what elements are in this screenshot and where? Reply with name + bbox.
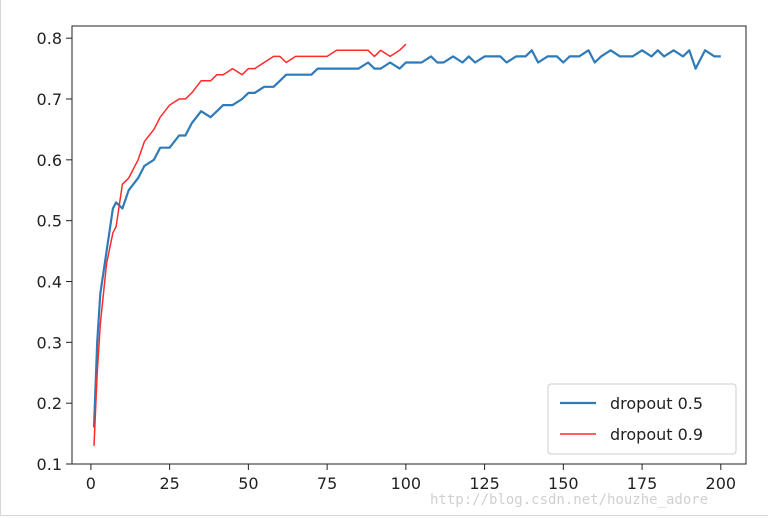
- y-tick-label: 0.5: [37, 212, 62, 231]
- series-line-dropout-0-5: [92, 49, 721, 428]
- y-tick-label: 0.3: [37, 333, 62, 352]
- y-tick-label: 0.2: [37, 394, 62, 413]
- legend-box: [547, 383, 737, 455]
- watermark: http://blog.csdn.net/houzhe_adore: [430, 492, 708, 508]
- y-tick-label: 0.7: [37, 90, 62, 109]
- y-tick-label: 0.1: [37, 455, 62, 474]
- x-tick-label: 175: [627, 474, 658, 493]
- y-axis: 0.1 0.2 0.3 0.4 0.5 0.6 0.7 0.8: [37, 29, 72, 474]
- x-tick-label: 150: [548, 474, 579, 493]
- x-axis: 0 25 50 75 100 125 150 175 200: [86, 464, 736, 493]
- y-tick-label: 0.4: [37, 273, 62, 292]
- x-tick-label: 75: [317, 474, 337, 493]
- y-tick-label: 0.6: [37, 151, 62, 170]
- series-layer: [92, 43, 721, 446]
- x-tick-label: 200: [706, 474, 737, 493]
- x-tick-label: 25: [159, 474, 179, 493]
- x-tick-label: 0: [86, 474, 96, 493]
- legend: dropout 0.5 dropout 0.9: [547, 383, 737, 455]
- x-tick-label: 100: [391, 474, 422, 493]
- x-tick-label: 50: [238, 474, 258, 493]
- x-tick-label: 125: [469, 474, 500, 493]
- y-tick-label: 0.8: [37, 29, 62, 48]
- series-line-dropout-0-9: [93, 43, 407, 446]
- legend-label-dropout-0-5: dropout 0.5: [610, 394, 703, 413]
- legend-label-dropout-0-9: dropout 0.9: [610, 425, 703, 444]
